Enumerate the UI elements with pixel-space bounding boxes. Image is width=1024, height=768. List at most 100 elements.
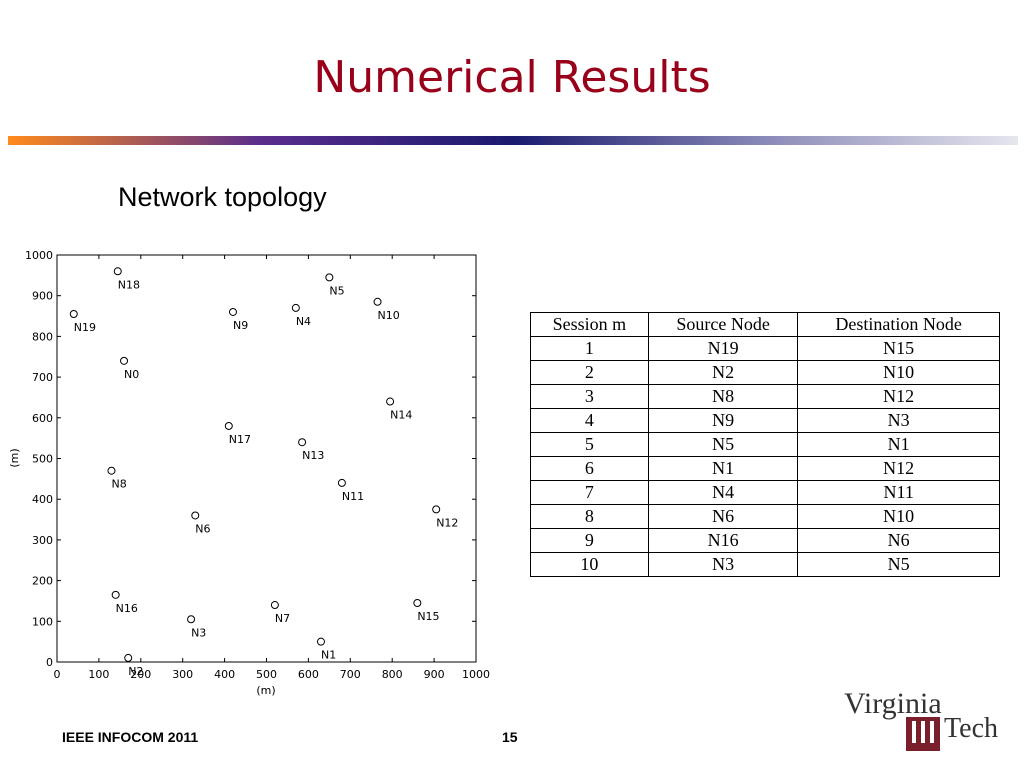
table-row: 2 N2 N10 [530, 360, 1000, 385]
table-cell: N10 [797, 504, 1000, 529]
x-tick-label: 300 [172, 668, 193, 681]
node-label: N2 [128, 665, 143, 678]
node [124, 653, 133, 662]
node-label: N19 [74, 321, 96, 334]
y-tick-label: 1000 [25, 249, 53, 262]
table-cell: 8 [530, 504, 649, 529]
table-cell: N6 [647, 504, 799, 529]
node [228, 307, 237, 316]
y-axis-label: (m) [8, 448, 21, 467]
node-label: N7 [275, 612, 290, 625]
table-row: 6 N1 N12 [530, 456, 1000, 481]
column-header: Session m [530, 312, 649, 337]
table-row: 9 N16 N6 [530, 528, 1000, 553]
logo-emblem [921, 721, 925, 743]
title: Numerical Results [313, 52, 711, 103]
node-label: N14 [390, 409, 412, 422]
table-cell: 2 [530, 360, 649, 385]
x-tick-label: 800 [382, 668, 403, 681]
table-row: 10 N3 N5 [530, 552, 1000, 577]
node-label: N15 [417, 610, 439, 623]
y-tick-label: 900 [32, 290, 53, 303]
page-number: 15 [502, 729, 518, 745]
x-tick-label: 0 [54, 668, 61, 681]
node-label: N10 [378, 309, 400, 322]
divider [8, 136, 1018, 145]
table-row: 5 N5 N1 [530, 432, 1000, 457]
footer-conference: IEEE INFOCOM 2011 [62, 729, 199, 745]
table-cell: N5 [797, 552, 1000, 577]
node [373, 297, 382, 306]
node [111, 590, 120, 599]
table-cell: N1 [797, 432, 1000, 457]
table-cell: N11 [797, 480, 1000, 505]
node-label: N17 [229, 433, 251, 446]
x-tick-label: 500 [256, 668, 277, 681]
node [224, 421, 233, 430]
node-label: N12 [436, 516, 458, 529]
table-cell: N6 [797, 528, 1000, 553]
table-cell: 1 [530, 336, 649, 361]
node [69, 310, 78, 319]
logo-emblem [912, 721, 916, 743]
node [316, 637, 325, 646]
node-label: N6 [195, 522, 210, 535]
y-tick-label: 200 [32, 575, 53, 588]
node [298, 438, 307, 447]
logo-text: Virginia [844, 687, 942, 720]
y-tick-label: 0 [46, 656, 53, 669]
table-cell: 5 [530, 432, 649, 457]
table-cell: N10 [797, 360, 1000, 385]
node [107, 466, 116, 475]
table-cell: N8 [647, 384, 799, 409]
table-row: 7 N4 N11 [530, 480, 1000, 505]
table-cell: 10 [530, 552, 649, 577]
node-label: N16 [116, 602, 138, 615]
node [291, 303, 300, 312]
table-cell: N3 [797, 408, 1000, 433]
x-tick-label: 700 [340, 668, 361, 681]
table-cell: N1 [647, 456, 799, 481]
y-tick-label: 300 [32, 534, 53, 547]
node [325, 273, 334, 282]
column-header: Destination Node [797, 312, 1000, 337]
table-cell: N9 [647, 408, 799, 433]
node [413, 598, 422, 607]
node [187, 615, 196, 624]
node [432, 505, 441, 514]
table-cell: 3 [530, 384, 649, 409]
x-tick-label: 900 [424, 668, 445, 681]
y-tick-label: 500 [32, 453, 53, 466]
node-label: N13 [302, 449, 324, 462]
table-row: 4 N9 N3 [530, 408, 1000, 433]
header-row: Session m Source Node Destination Node [530, 312, 1000, 337]
session-table: Session m Source Node Destination Node 1 N19… [530, 312, 1000, 577]
x-tick-label: 100 [88, 668, 109, 681]
column-header: Source Node [647, 312, 799, 337]
y-tick-label: 100 [32, 615, 53, 628]
table-cell: N16 [647, 528, 799, 553]
table-cell: N3 [647, 552, 799, 577]
node-label: N4 [296, 315, 311, 328]
table-row: 1 N19 N15 [530, 336, 1000, 361]
logo: Virginia Tech [844, 687, 998, 751]
y-tick-label: 800 [32, 330, 53, 343]
node [113, 267, 122, 276]
y-tick-label: 600 [32, 412, 53, 425]
x-tick-label: 200 [130, 668, 151, 681]
node-label: N1 [321, 649, 336, 662]
logo-emblem [930, 721, 934, 743]
node-label: N5 [329, 284, 344, 297]
node [386, 397, 395, 406]
table-cell: 4 [530, 408, 649, 433]
table-row: 8 N6 N10 [530, 504, 1000, 529]
x-tick-label: 600 [298, 668, 319, 681]
node [337, 478, 346, 487]
table-cell: N12 [797, 456, 1000, 481]
node-label: N11 [342, 490, 364, 503]
node [120, 356, 129, 365]
table-cell: 6 [530, 456, 649, 481]
scatter-chart: (m) (m) 0 100 200 300 400 500 600 700 800 900 1000… [8, 249, 490, 697]
y-tick-label: 400 [32, 493, 53, 506]
